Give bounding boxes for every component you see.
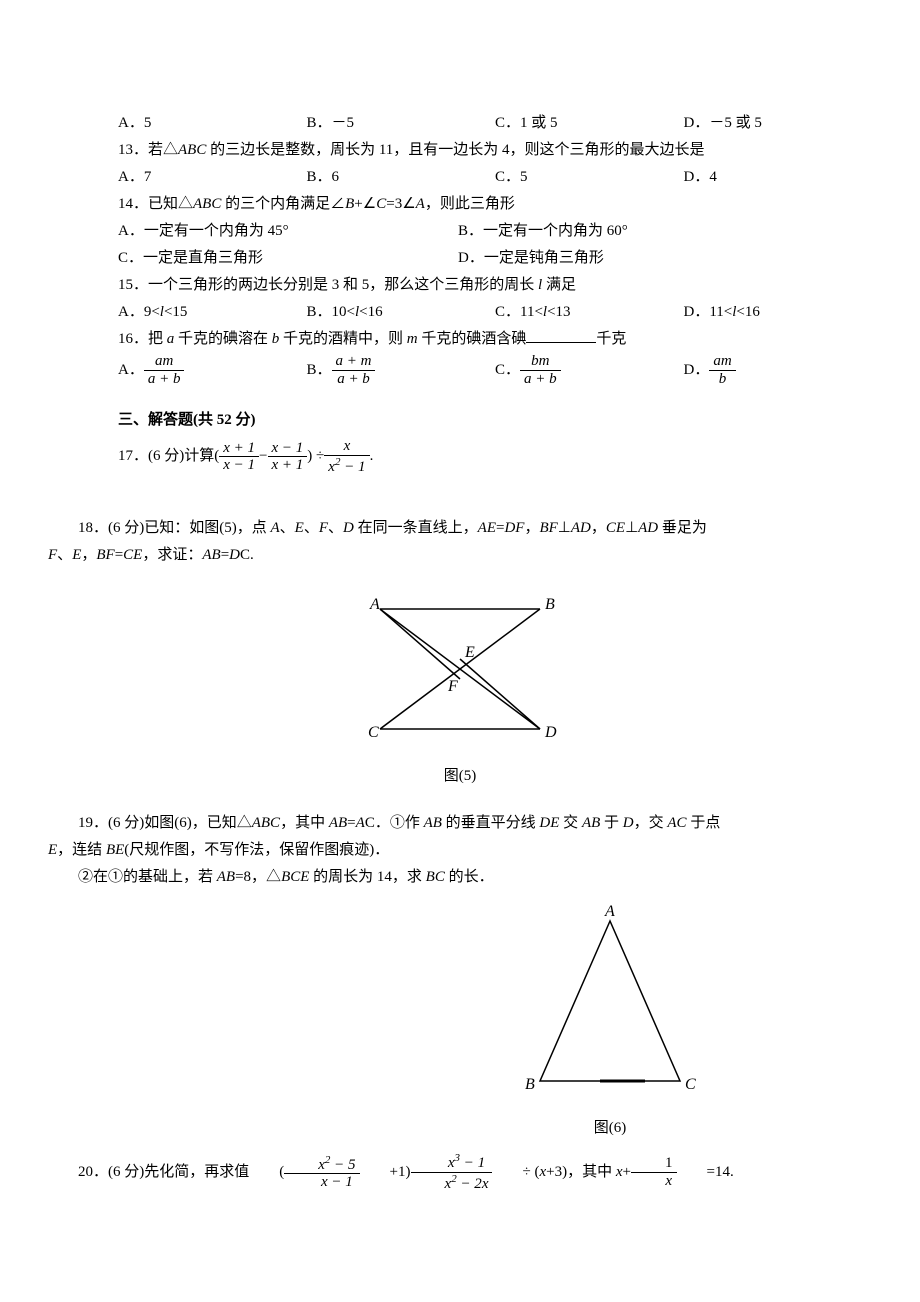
q16-opt-d: D． amb bbox=[684, 353, 873, 387]
q17-f1-den: x − 1 bbox=[219, 457, 259, 474]
figure-5: A B E F C D 图(5) bbox=[48, 589, 872, 790]
q16-opt-c: C． bma + b bbox=[495, 353, 684, 387]
q18-line2: F、E，BF=CE，求证：AB=DC. bbox=[48, 542, 872, 569]
q16-c-num: bm bbox=[520, 353, 561, 371]
q14-options-row1: A．一定有一个内角为 45° B．一定有一个内角为 60° bbox=[48, 218, 872, 245]
q12-opt-a: A．5 bbox=[118, 110, 307, 137]
figure-5-caption: 图(5) bbox=[48, 763, 872, 790]
q14-opt-d: D．一定是钝角三角形 bbox=[458, 245, 872, 272]
q12-opt-b: B．－5 bbox=[307, 110, 496, 137]
fig5-label-b: B bbox=[545, 596, 555, 613]
q18-line1: 18．(6 分)已知：如图(5)，点 A、E、F、D 在同一条直线上，AE=DF… bbox=[48, 515, 872, 542]
section3-title: 三、解答题(共 52 分) bbox=[118, 407, 872, 434]
q17-f3-num: x bbox=[324, 438, 369, 456]
q17-f1-num: x + 1 bbox=[219, 440, 259, 458]
q20: 20．(6 分)先化简，再求值 ( x2 − 5x − 1 +1) x3 − 1… bbox=[48, 1152, 872, 1192]
fig5-label-f: F bbox=[447, 678, 458, 695]
q15-opt-b: B．10<l<16 bbox=[307, 299, 496, 326]
q16-a-num: am bbox=[144, 353, 185, 371]
q16-text: 16．把 a 千克的碘溶在 b 千克的酒精中，则 m 千克的碘酒含碘 千克 bbox=[118, 326, 872, 353]
q13-opt-b: B．6 bbox=[307, 164, 496, 191]
q13-options: A．7 B．6 C．5 D．4 bbox=[48, 164, 872, 191]
q13-opt-c: C．5 bbox=[495, 164, 684, 191]
q16-c-den: a + b bbox=[520, 371, 561, 388]
q15-opt-c: C．11<l<13 bbox=[495, 299, 684, 326]
q15-opt-d: D．11<l<16 bbox=[684, 299, 873, 326]
q16-b-den: a + b bbox=[332, 371, 376, 388]
q17-f3-den: x2 − 1 bbox=[324, 456, 369, 476]
q12-opt-c: C．1 或 5 bbox=[495, 110, 684, 137]
q20-suffix: =14. bbox=[677, 1159, 734, 1186]
q20-f3-num: 1 bbox=[631, 1155, 677, 1173]
q16-blank bbox=[526, 328, 596, 343]
fig6-label-b: B bbox=[525, 1076, 535, 1093]
q20-f1-den: x − 1 bbox=[284, 1174, 359, 1191]
q16-opt-b: B． a + ma + b bbox=[307, 353, 496, 387]
q19-line2: E，连结 BE(尺规作图，不写作法，保留作图痕迹)． bbox=[48, 837, 872, 864]
q20-mid: ÷ (x+3)，其中 x+ bbox=[492, 1159, 631, 1186]
q16-suffix: 千克 bbox=[596, 331, 626, 347]
q14-text: 14．已知△ABC 的三个内角满足∠B+∠C=3∠A，则此三角形 bbox=[118, 191, 872, 218]
q20-f1-num: x2 − 5 bbox=[284, 1154, 359, 1175]
fig6-label-c: C bbox=[685, 1076, 696, 1093]
q15-options: A．9<l<15 B．10<l<16 C．11<l<13 D．11<l<16 bbox=[48, 299, 872, 326]
q19-line3: ②在①的基础上，若 AB=8，△BCE 的周长为 14，求 BC 的长． bbox=[48, 864, 872, 891]
q15-text: 15．一个三角形的两边长分别是 3 和 5，那么这个三角形的周长 l 满足 bbox=[118, 272, 872, 299]
q14-options-row2: C．一定是直角三角形 D．一定是钝角三角形 bbox=[48, 245, 872, 272]
q13-text: 13．若△ABC 的三边长是整数，周长为 11，且有一边长为 4，则这个三角形的… bbox=[118, 137, 872, 164]
fig5-label-e: E bbox=[464, 644, 475, 661]
fig5-label-c: C bbox=[368, 724, 379, 741]
figure-5-svg: A B E F C D bbox=[340, 589, 580, 749]
fig5-label-d: D bbox=[544, 724, 557, 741]
q13-opt-d: D．4 bbox=[684, 164, 873, 191]
q16-b-num: a + m bbox=[332, 353, 376, 371]
q17: 17．(6 分)计算 ( x + 1x − 1 − x − 1x + 1 ) ÷… bbox=[118, 438, 872, 475]
fig5-label-a: A bbox=[369, 596, 380, 613]
q14-opt-b: B．一定有一个内角为 60° bbox=[458, 218, 872, 245]
figure-6-caption: 图(6) bbox=[348, 1115, 872, 1142]
q19-line1: 19．(6 分)如图(6)，已知△ABC，其中 AB=AC．①作 AB 的垂直平… bbox=[48, 810, 872, 837]
q14-opt-c: C．一定是直角三角形 bbox=[118, 245, 458, 272]
q16-d-den: b bbox=[709, 371, 735, 388]
q20-f3-den: x bbox=[631, 1173, 677, 1190]
q16-a-den: a + b bbox=[144, 371, 185, 388]
q12-options: A．5 B．－5 C．1 或 5 D．－5 或 5 bbox=[48, 110, 872, 137]
q17-f2-num: x − 1 bbox=[268, 440, 308, 458]
q16-d-num: am bbox=[709, 353, 735, 371]
q20-f2-num: x3 − 1 bbox=[411, 1152, 493, 1173]
q20-f2-den: x2 − 2x bbox=[411, 1173, 493, 1193]
q16-opt-a: A． ama + b bbox=[118, 353, 307, 387]
q15-opt-a: A．9<l<15 bbox=[118, 299, 307, 326]
figure-6: A B C 图(6) bbox=[348, 901, 872, 1142]
q14-opt-a: A．一定有一个内角为 45° bbox=[118, 218, 458, 245]
q17-f2-den: x + 1 bbox=[268, 457, 308, 474]
q16-text-span: 16．把 a 千克的碘溶在 b 千克的酒精中，则 m 千克的碘酒含碘 bbox=[118, 331, 526, 347]
q20-prefix: 20．(6 分)先化简，再求值 bbox=[48, 1159, 249, 1186]
fig6-label-a: A bbox=[604, 903, 615, 920]
q17-prefix: 17．(6 分)计算 bbox=[118, 443, 214, 470]
q16-options: A． ama + b B． a + ma + b C． bma + b D． a… bbox=[118, 353, 872, 387]
figure-6-svg: A B C bbox=[500, 901, 720, 1101]
q12-opt-d: D．－5 或 5 bbox=[684, 110, 873, 137]
q13-opt-a: A．7 bbox=[118, 164, 307, 191]
